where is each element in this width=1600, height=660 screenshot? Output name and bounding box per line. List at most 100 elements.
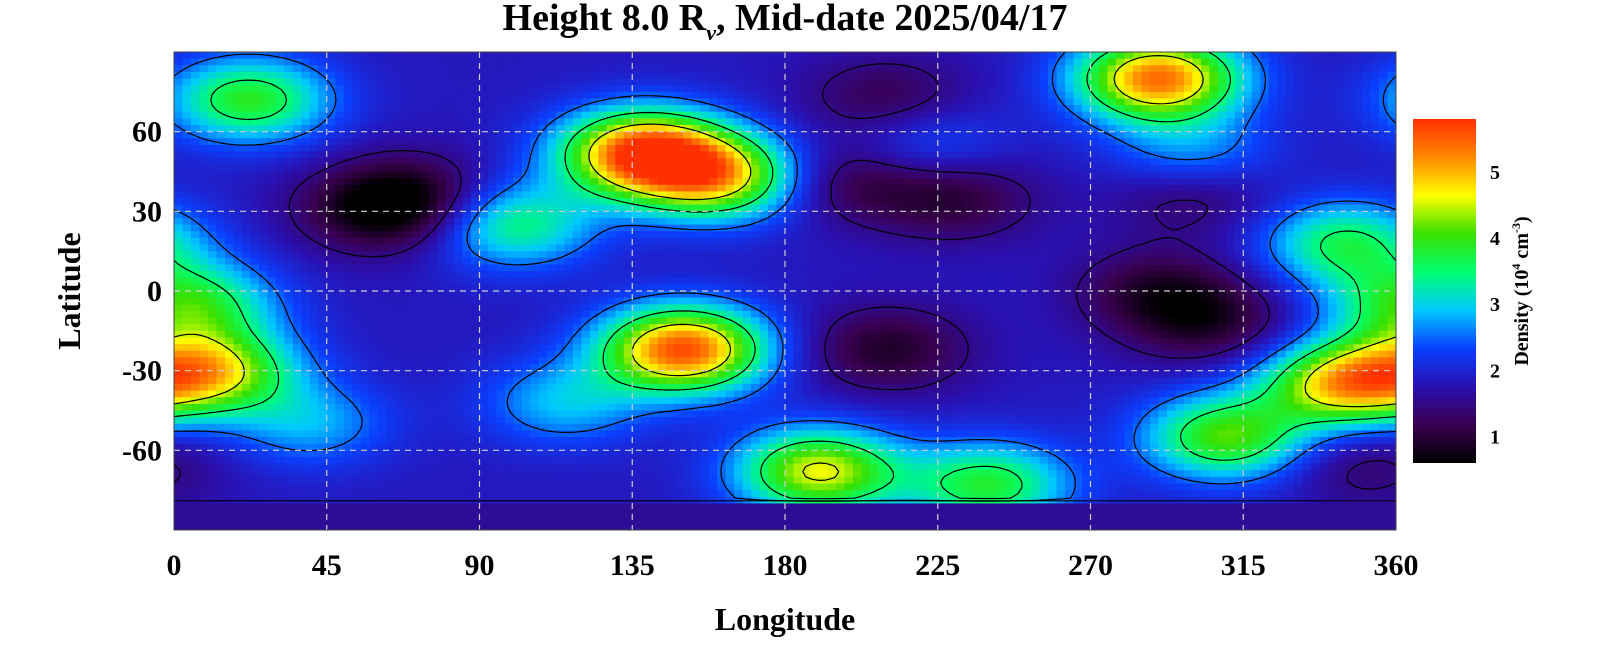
heatmap-cell: [725, 191, 735, 199]
heatmap-cell: [734, 91, 744, 100]
heatmap-cell: [258, 217, 268, 226]
heatmap-cell: [717, 257, 727, 266]
heatmap-cell: [640, 78, 650, 86]
heatmap-cell: [1387, 91, 1396, 100]
heatmap-cell: [428, 78, 438, 86]
heatmap-cell: [564, 251, 574, 259]
heatmap-cell: [1175, 58, 1185, 66]
heatmap-cell: [903, 231, 913, 239]
heatmap-cell: [369, 151, 379, 159]
heatmap-cell: [1209, 111, 1219, 119]
heatmap-cell: [445, 231, 455, 239]
heatmap-cell: [988, 257, 998, 266]
heatmap-cell: [1166, 138, 1176, 146]
heatmap-cell: [1090, 105, 1100, 113]
heatmap-cell: [555, 91, 565, 100]
heatmap-cell: [182, 144, 192, 153]
heatmap-cell: [895, 151, 905, 159]
heatmap-cell: [1141, 65, 1151, 73]
heatmap-cell: [1175, 131, 1185, 139]
heatmap-cell: [343, 138, 353, 146]
heatmap-cell: [555, 78, 565, 86]
heatmap-cell: [1311, 144, 1321, 153]
heatmap-cell: [589, 158, 599, 166]
heatmap-cell: [250, 164, 260, 173]
heatmap-cell: [1183, 244, 1193, 252]
heatmap-cell: [954, 91, 964, 100]
heatmap-cell: [649, 244, 659, 252]
heatmap-cell: [555, 125, 565, 133]
heatmap-cell: [199, 71, 209, 80]
heatmap-cell: [224, 78, 235, 86]
heatmap-cell: [581, 171, 591, 179]
heatmap-cell: [810, 91, 820, 100]
heatmap-cell: [1243, 98, 1253, 106]
heatmap-cell: [801, 105, 812, 113]
heatmap-cell: [369, 78, 379, 86]
heatmap-cell: [1234, 271, 1244, 279]
heatmap-cell: [301, 118, 311, 126]
heatmap-cell: [1251, 118, 1261, 126]
heatmap-cell: [275, 164, 285, 173]
heatmap-cell: [649, 211, 659, 219]
heatmap-cell: [479, 178, 489, 186]
heatmap-cell: [190, 58, 201, 66]
heatmap-cell: [1065, 131, 1075, 139]
heatmap-cell: [725, 231, 735, 239]
heatmap-cell: [1353, 131, 1363, 139]
heatmap-cell: [801, 98, 812, 106]
heatmap-cell: [742, 164, 752, 173]
heatmap-cell: [445, 111, 455, 119]
heatmap-cell: [878, 125, 888, 133]
heatmap-cell: [835, 277, 846, 285]
heatmap-cell: [844, 118, 854, 126]
heatmap-cell: [572, 237, 582, 246]
heatmap-cell: [496, 52, 506, 60]
heatmap-cell: [267, 231, 277, 239]
heatmap-cell: [504, 257, 515, 266]
heatmap-cell: [1065, 91, 1075, 100]
heatmap-cell: [954, 211, 964, 219]
heatmap-cell: [504, 191, 515, 199]
heatmap-cell: [818, 65, 829, 73]
heatmap-cell: [530, 231, 540, 239]
heatmap-cell: [1056, 58, 1066, 66]
heatmap-cell: [1370, 151, 1380, 159]
heatmap-cell: [1328, 171, 1338, 179]
heatmap-cell: [581, 65, 591, 73]
heatmap-cell: [1141, 85, 1151, 93]
heatmap-cell: [513, 125, 523, 133]
heatmap-cell: [751, 105, 761, 113]
heatmap-cell: [997, 211, 1007, 219]
heatmap-cell: [479, 257, 489, 266]
heatmap-cell: [818, 204, 829, 212]
heatmap-cell: [394, 158, 404, 166]
heatmap-cell: [1031, 131, 1041, 139]
heatmap-cell: [216, 184, 226, 193]
heatmap-cell: [1379, 244, 1389, 252]
heatmap-cell: [793, 271, 803, 279]
heatmap-cell: [216, 138, 226, 146]
heatmap-cell: [1141, 52, 1151, 60]
heatmap-cell: [852, 171, 862, 179]
heatmap-cell: [1387, 125, 1396, 133]
heatmap-cell: [462, 111, 472, 119]
heatmap-cell: [513, 58, 523, 66]
heatmap-cell: [1209, 158, 1219, 166]
heatmap-cell: [886, 251, 896, 259]
heatmap-cell: [1302, 237, 1312, 246]
heatmap-cell: [547, 85, 557, 93]
heatmap-cell: [946, 277, 956, 285]
heatmap-cell: [250, 264, 260, 272]
heatmap-cell: [326, 105, 336, 113]
heatmap-cell: [420, 105, 430, 113]
heatmap-cell: [827, 211, 837, 219]
heatmap-cell: [1387, 257, 1396, 266]
heatmap-cell: [937, 171, 947, 179]
heatmap-cell: [572, 78, 582, 86]
heatmap-cell: [403, 271, 413, 279]
heatmap-cell: [818, 257, 829, 266]
heatmap-cell: [1243, 164, 1253, 173]
heatmap-cell: [1192, 65, 1202, 73]
heatmap-cell: [428, 164, 438, 173]
